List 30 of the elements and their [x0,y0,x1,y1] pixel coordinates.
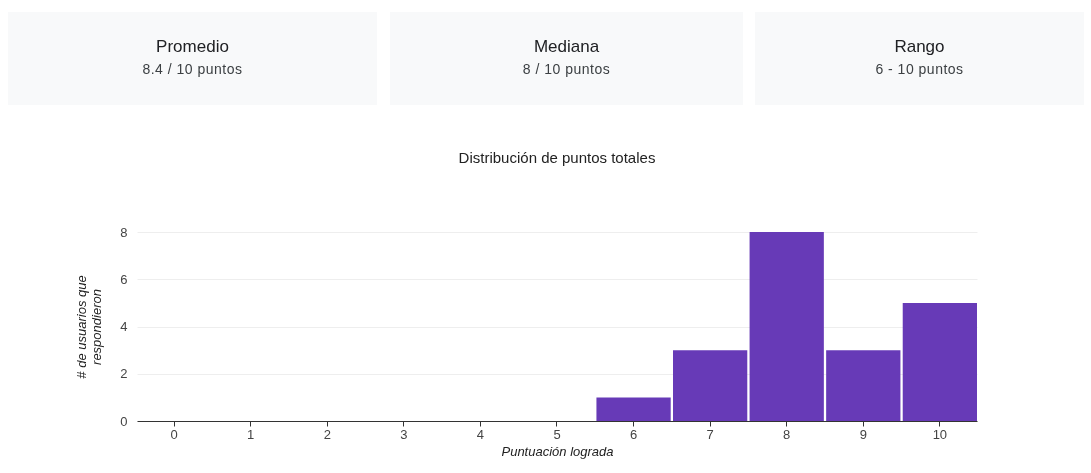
x-tick-label: 3 [400,426,408,442]
y-tick-label: 8 [120,224,128,240]
x-tick-label: 8 [783,426,791,442]
x-tick-label: 0 [170,426,178,442]
x-tick-label: 5 [553,426,561,442]
y-tick-label: 4 [120,319,128,334]
x-tick-label: 9 [859,426,867,442]
text: Promedio [155,37,230,57]
bar [596,397,671,421]
y-tick-label: 6 [120,271,128,287]
text: 6 - 10 puntos [874,61,965,77]
bar [749,232,824,421]
bar [902,302,977,421]
x-tick-label: 4 [476,426,485,442]
x-tick-label: 2 [323,426,331,442]
x-tick-label: 6 [629,426,638,442]
x-tick-label: 7 [706,426,714,442]
x-axis-title: Puntuación lograda [501,443,614,459]
text: Rango [893,37,946,57]
y-tick-label: 2 [120,366,128,382]
text: 8.4 / 10 puntos [141,61,244,77]
bar [673,350,748,421]
chart-title: Distribución de puntos totales [458,149,656,166]
y-axis-title: # de usuarios que respondieron [74,275,105,379]
x-tick-label: 1 [247,426,255,442]
text: Mediana [532,37,601,57]
x-tick-label: 10 [932,426,948,442]
text: 8 / 10 puntos [521,61,612,77]
bar [826,350,901,421]
y-tick-label: 0 [120,413,128,429]
